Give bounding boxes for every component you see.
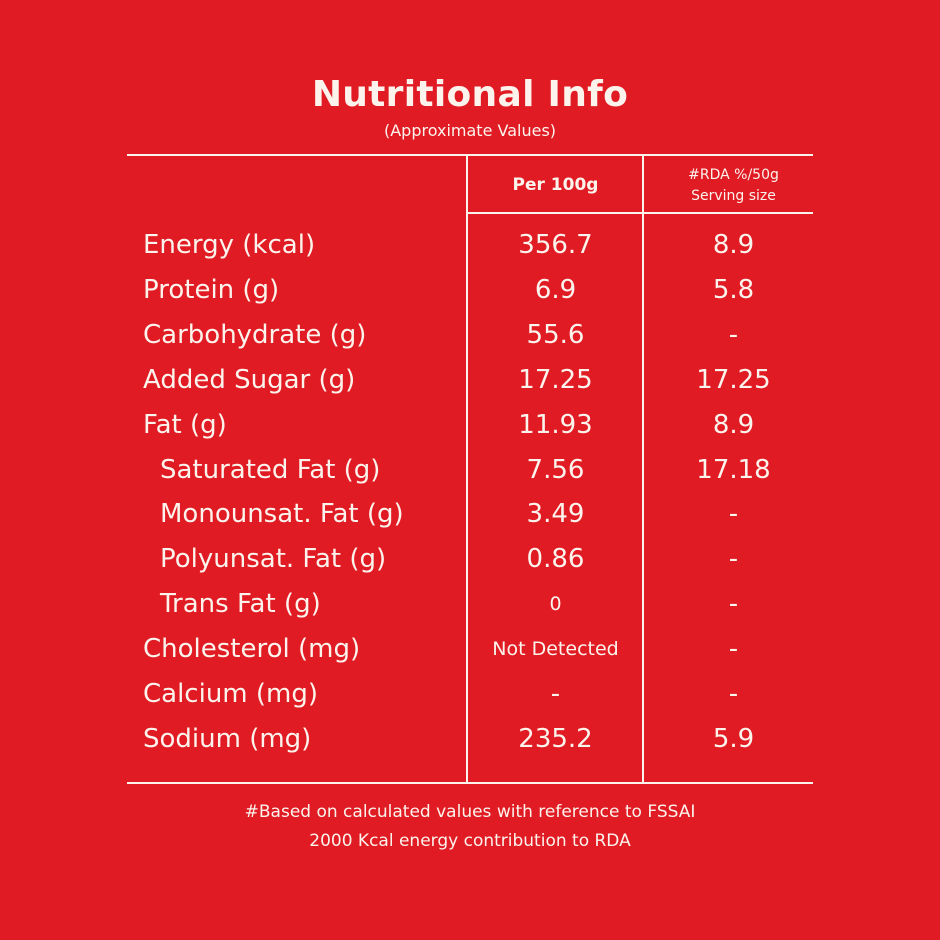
row-per-100g-value: 7.56: [526, 454, 585, 485]
row-per-100g-value: 0.86: [526, 544, 585, 575]
table-bottom-rule: [127, 782, 813, 784]
row-label: Protein (g): [143, 274, 280, 305]
row-per-100g-value: -: [550, 679, 561, 709]
row-rda-value: -: [728, 499, 739, 530]
row-per-100g-value: 6.9: [534, 274, 577, 305]
row-rda-value: -: [728, 679, 739, 709]
row-label: Added Sugar (g): [143, 364, 356, 395]
row-rda-value: 8.9: [712, 230, 755, 260]
row-label: Cholesterol (mg): [143, 634, 361, 665]
row-rda-value: -: [728, 634, 739, 665]
column-header-rda: #RDA %/50g Serving size: [645, 165, 822, 207]
row-label: Saturated Fat (g): [160, 454, 381, 485]
row-label: Trans Fat (g): [160, 589, 321, 620]
table-top-rule: [127, 154, 813, 156]
row-rda-value: 8.9: [712, 409, 755, 440]
row-rda-value: 17.18: [696, 454, 771, 485]
row-label: Sodium (mg): [143, 723, 312, 754]
table-row: Polyunsat. Fat (g) 0.86 -: [0, 537, 940, 582]
table-row: Sodium (mg) 235.2 5.9: [0, 717, 940, 762]
column-divider-left: [466, 154, 468, 784]
column-divider-right: [642, 154, 644, 784]
row-per-100g-value: 3.49: [526, 499, 585, 530]
footnote-line1: #Based on calculated values with referen…: [244, 802, 696, 822]
column-header-rda-line1: #RDA %/50g: [688, 167, 779, 183]
header-bottom-rule: [466, 212, 813, 214]
table-row: Fat (g) 11.93 8.9: [0, 403, 940, 448]
row-per-100g-value: 0: [549, 593, 562, 616]
table-row: Saturated Fat (g) 7.56 17.18: [0, 448, 940, 493]
page-subtitle: (Approximate Values): [383, 121, 557, 140]
table-row: Energy (kcal) 356.7 8.9: [0, 223, 940, 268]
page-title: Nutritional Info: [311, 74, 629, 115]
table-row: Cholesterol (mg) Not Detected -: [0, 627, 940, 672]
row-label: Polyunsat. Fat (g): [160, 544, 387, 575]
column-header-rda-line2: Serving size: [691, 188, 776, 204]
table-row: Added Sugar (g) 17.25 17.25: [0, 358, 940, 403]
row-per-100g-value: 11.93: [518, 409, 593, 440]
row-label: Carbohydrate (g): [143, 319, 367, 350]
row-label: Energy (kcal): [143, 230, 316, 260]
table-row: Monounsat. Fat (g) 3.49 -: [0, 492, 940, 537]
table-row: Trans Fat (g) 0 -: [0, 582, 940, 627]
row-label: Calcium (mg): [143, 679, 319, 709]
row-label: Monounsat. Fat (g): [160, 499, 404, 530]
row-label: Fat (g): [143, 409, 227, 440]
column-header-per-100g: Per 100g: [512, 175, 599, 195]
row-rda-value: 5.9: [712, 723, 755, 754]
row-rda-value: -: [728, 589, 739, 620]
row-per-100g-value: 235.2: [518, 723, 593, 754]
row-rda-value: 17.25: [696, 364, 771, 395]
table-row: Carbohydrate (g) 55.6 -: [0, 313, 940, 358]
table-row: Protein (g) 6.9 5.8: [0, 268, 940, 313]
row-per-100g-value: 17.25: [518, 364, 593, 395]
row-rda-value: -: [728, 319, 739, 350]
table-row: Calcium (mg) - -: [0, 672, 940, 717]
row-per-100g-value: 356.7: [518, 230, 593, 260]
row-per-100g-value: Not Detected: [492, 638, 619, 661]
footnote-line2: 2000 Kcal energy contribution to RDA: [309, 831, 631, 851]
row-rda-value: -: [728, 544, 739, 575]
row-rda-value: 5.8: [712, 274, 755, 305]
row-per-100g-value: 55.6: [526, 319, 585, 350]
footnote: #Based on calculated values with referen…: [0, 798, 940, 856]
